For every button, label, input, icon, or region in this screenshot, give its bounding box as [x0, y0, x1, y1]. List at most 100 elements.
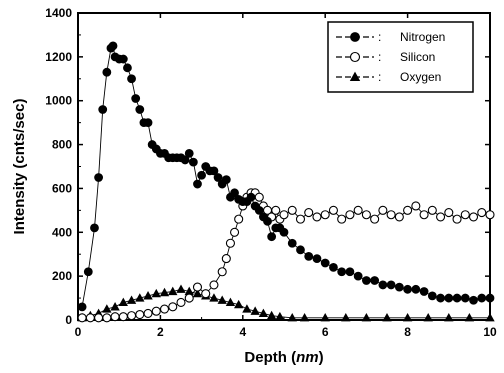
- oxygen-point: [250, 306, 260, 315]
- oxygen-point: [464, 312, 475, 322]
- oxygen-point: [192, 288, 203, 298]
- silicon-point: [427, 205, 437, 215]
- silicon-point: [279, 210, 289, 220]
- silicon-point: [411, 201, 421, 211]
- legend: : Nitrogen : Silicon: Oxygen: [327, 21, 474, 93]
- nitrogen-point: [378, 280, 388, 290]
- nitrogen-point: [127, 74, 136, 84]
- nitrogen-point: [279, 227, 289, 237]
- series-nitrogen: [77, 41, 495, 312]
- nitrogen-point: [180, 155, 190, 165]
- silicon-point: [460, 210, 470, 220]
- nitrogen-point: [135, 105, 145, 114]
- y-tick-label: 600: [52, 181, 72, 195]
- silicon-point: [386, 210, 396, 220]
- y-tick-label: 1400: [45, 6, 72, 20]
- nitrogen-point: [296, 245, 305, 255]
- nitrogen-point: [102, 67, 112, 77]
- nitrogen-point: [287, 238, 297, 248]
- nitrogen-point: [370, 276, 380, 285]
- x-tick-label: 4: [239, 325, 246, 339]
- silicon-point: [353, 205, 363, 215]
- legend-label: Nitrogen: [400, 30, 445, 44]
- silicon-point: [378, 205, 388, 215]
- oxygen-point: [168, 286, 178, 296]
- oxygen-point: [485, 312, 495, 322]
- silicon-point: [328, 205, 338, 215]
- legend-separator: :: [378, 70, 381, 84]
- legend-marker: [349, 71, 361, 81]
- legend-label: Oxygen: [400, 70, 441, 84]
- silicon-point: [127, 311, 137, 321]
- oxygen-point: [361, 312, 372, 322]
- nitrogen-point: [143, 118, 153, 128]
- legend-entry-oxygen: : Oxygen: [336, 70, 441, 84]
- nitrogen-point: [411, 284, 421, 294]
- silicon-point: [176, 297, 186, 308]
- silicon-point: [394, 212, 404, 222]
- nitrogen-point: [209, 166, 219, 176]
- nitrogen-point: [329, 262, 338, 272]
- oxygen-point: [143, 291, 153, 300]
- silicon-point: [312, 212, 322, 222]
- nitrogen-point: [108, 41, 118, 51]
- y-tick-label: 1200: [45, 50, 72, 64]
- nitrogen-point: [90, 223, 99, 233]
- x-tick-label: 8: [404, 325, 411, 339]
- nitrogen-point: [361, 276, 371, 285]
- silicon-point: [192, 282, 203, 292]
- nitrogen-point: [263, 216, 272, 226]
- legend-entry-silicon: : Silicon: [336, 50, 435, 64]
- silicon-point: [143, 308, 153, 318]
- legend-separator: :: [378, 30, 381, 44]
- silicon-point: [118, 312, 128, 322]
- silicon-point: [337, 214, 347, 224]
- nitrogen-point: [353, 271, 363, 281]
- nitrogen-point: [320, 258, 330, 268]
- oxygen-point: [102, 304, 112, 313]
- oxygen-point: [135, 293, 145, 302]
- silicon-point: [444, 208, 454, 218]
- oxygen-point: [275, 311, 285, 321]
- nitrogen-point: [118, 54, 128, 64]
- oxygen-point: [176, 284, 186, 293]
- legend-label: Silicon: [400, 50, 435, 64]
- nitrogen-point: [221, 175, 231, 185]
- x-tick-label: 6: [322, 325, 329, 339]
- silicon-point: [230, 227, 240, 237]
- silicon-point: [159, 304, 170, 314]
- oxygen-point: [423, 312, 433, 322]
- silicon-point: [345, 210, 355, 220]
- silicon-point: [217, 267, 227, 277]
- silicon-point: [295, 214, 306, 224]
- silicon-point: [102, 313, 112, 323]
- oxygen-point: [266, 310, 277, 320]
- silicon-point: [419, 210, 429, 220]
- silicon-point: [184, 293, 194, 303]
- oxygen-point: [159, 287, 170, 297]
- x-tick-label: 0: [75, 325, 82, 339]
- oxygen-point: [242, 304, 252, 313]
- oxygen-point: [258, 308, 269, 318]
- silicon-point: [77, 313, 87, 323]
- legend-marker: [350, 32, 360, 42]
- nitrogen-point: [197, 170, 207, 180]
- nitrogen-point: [403, 284, 413, 294]
- silicon-point: [452, 214, 462, 224]
- nitrogen-point: [452, 293, 462, 303]
- silicon-point: [201, 289, 211, 299]
- nitrogen-point: [94, 173, 103, 182]
- y-axis-label: Intensity (cnts/sec): [11, 99, 28, 235]
- oxygen-point: [225, 297, 236, 307]
- silicon-point: [287, 205, 297, 215]
- nitrogen-point: [131, 94, 141, 103]
- nitrogen-point: [246, 192, 256, 202]
- nitrogen-point: [98, 105, 108, 114]
- nitrogen-point: [427, 291, 437, 301]
- nitrogen-point: [304, 252, 314, 261]
- nitrogen-point: [230, 188, 239, 198]
- silicon-point: [225, 238, 235, 248]
- nitrogen-point: [337, 267, 347, 277]
- legend-entry-nitrogen: : Nitrogen: [336, 30, 445, 44]
